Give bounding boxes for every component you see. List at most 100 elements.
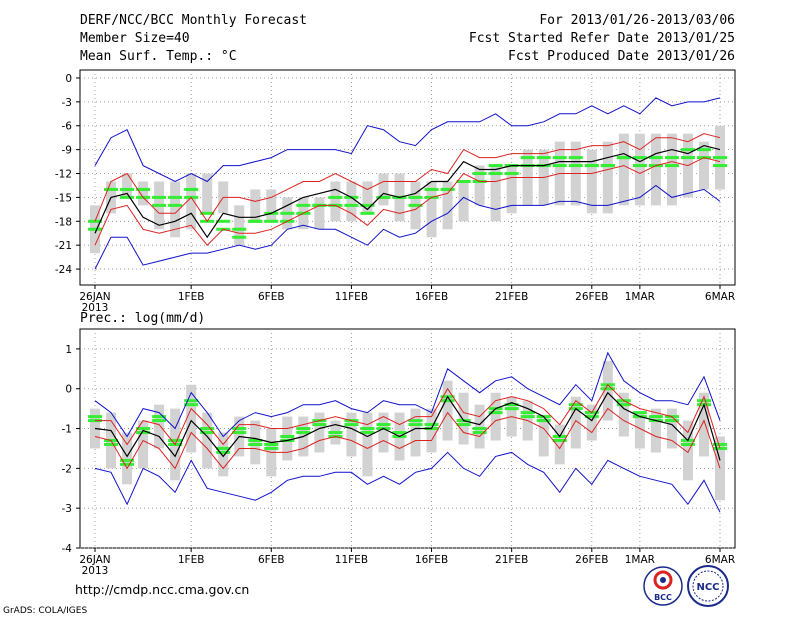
ensemble-box [378,173,389,206]
ensemble-box [314,197,325,230]
ensemble-box [458,392,469,445]
lower-marker [616,403,631,407]
upper-marker [136,187,151,191]
ncc-logo: NCC [687,565,729,607]
x-tick-label: 26JAN [79,291,110,303]
ensemble-box [362,181,373,214]
upper-marker [168,195,183,199]
ensemble-box [426,408,437,453]
ensemble-box [170,181,181,238]
ensemble-box [458,181,469,222]
lower-marker [504,172,519,176]
x-tick-label: 26FEB [575,554,608,566]
upper-marker [424,423,439,427]
upper-marker [696,148,711,152]
ensemble-box [650,133,661,206]
y-tick-label: -18 [55,216,72,228]
ensemble-box [506,165,517,214]
series-spread-high [94,133,721,223]
upper-marker [632,411,647,415]
upper-marker [696,399,711,403]
upper-marker [120,458,135,462]
lower-marker [264,219,279,223]
lower-marker [552,438,567,442]
upper-marker [568,156,583,160]
upper-marker [168,438,183,442]
upper-marker [520,411,535,415]
y-tick-label: 1 [65,344,72,356]
ensemble-box [490,165,501,222]
lower-marker [312,423,327,427]
lower-marker [296,431,311,435]
bcc-logo: BCC [643,566,683,606]
upper-marker [232,227,247,231]
series-spread-low [94,407,721,470]
y-tick-label: -3 [62,503,72,515]
lower-marker [104,442,119,446]
ensemble-box [410,408,421,457]
ensemble-box [330,181,341,222]
ncc-logo-text: NCC [696,582,719,593]
ensemble-box [138,420,149,469]
lower-marker [536,419,551,423]
upper-marker [648,156,663,160]
lower-marker [232,431,247,435]
x-tick-label: 11FEB [335,291,368,303]
lower-marker [456,423,471,427]
ensemble-box [250,189,261,222]
series-envelope-low [94,451,721,513]
upper-marker [392,431,407,435]
upper-marker [184,187,199,191]
lower-marker [216,450,231,454]
x-tick-label: 21FEB [495,554,528,566]
upper-marker [488,164,503,168]
upper-marker [88,415,102,419]
lower-marker [600,164,615,168]
precip-panel-title: Prec.: log(mm/d) [80,311,205,326]
ensemble-box [618,392,629,437]
ensemble-box [634,412,645,449]
lower-marker [664,419,679,423]
lower-marker [248,442,263,446]
lower-marker [584,415,599,419]
upper-marker [664,156,679,160]
ensemble-box [378,412,389,453]
series-envelope-low [94,184,721,270]
upper-marker [360,427,375,431]
x-tick-label: 6MAR [705,554,735,566]
ensemble-box [186,173,197,230]
lower-marker [456,179,471,183]
lower-marker [713,164,727,168]
figure-title: DERF/NCC/BCC Monthly Forecast [80,13,307,28]
ensemble-box [362,412,373,477]
upper-marker [504,403,519,407]
ensemble-box [586,404,597,441]
lower-marker [680,156,695,160]
ensemble-box [122,432,133,485]
temp-panel-title: Mean Surf. Temp.: °C [80,49,237,64]
ncc-logo-inner-ring [692,570,724,602]
lower-marker [680,442,695,446]
ensemble-box [234,205,245,246]
lower-marker [488,411,503,415]
ensemble-box [538,416,549,457]
ensemble-box [314,412,325,453]
lower-marker [408,423,423,427]
upper-marker [248,438,263,442]
lower-marker [136,431,151,435]
ensemble-box [346,412,357,457]
ensemble-box [282,416,293,461]
x-tick-sublabel: 2013 [82,302,109,314]
lower-marker [440,187,455,191]
source-url[interactable]: http://cmdp.ncc.cma.gov.cn [75,582,249,597]
lower-marker [520,415,535,419]
upper-marker [648,415,663,419]
y-tick-label: -6 [62,121,73,133]
upper-marker [200,427,215,431]
lower-marker [184,403,199,407]
x-tick-label: 26FEB [575,291,608,303]
x-tick-label: 1FEB [178,554,205,566]
upper-marker [713,442,727,446]
